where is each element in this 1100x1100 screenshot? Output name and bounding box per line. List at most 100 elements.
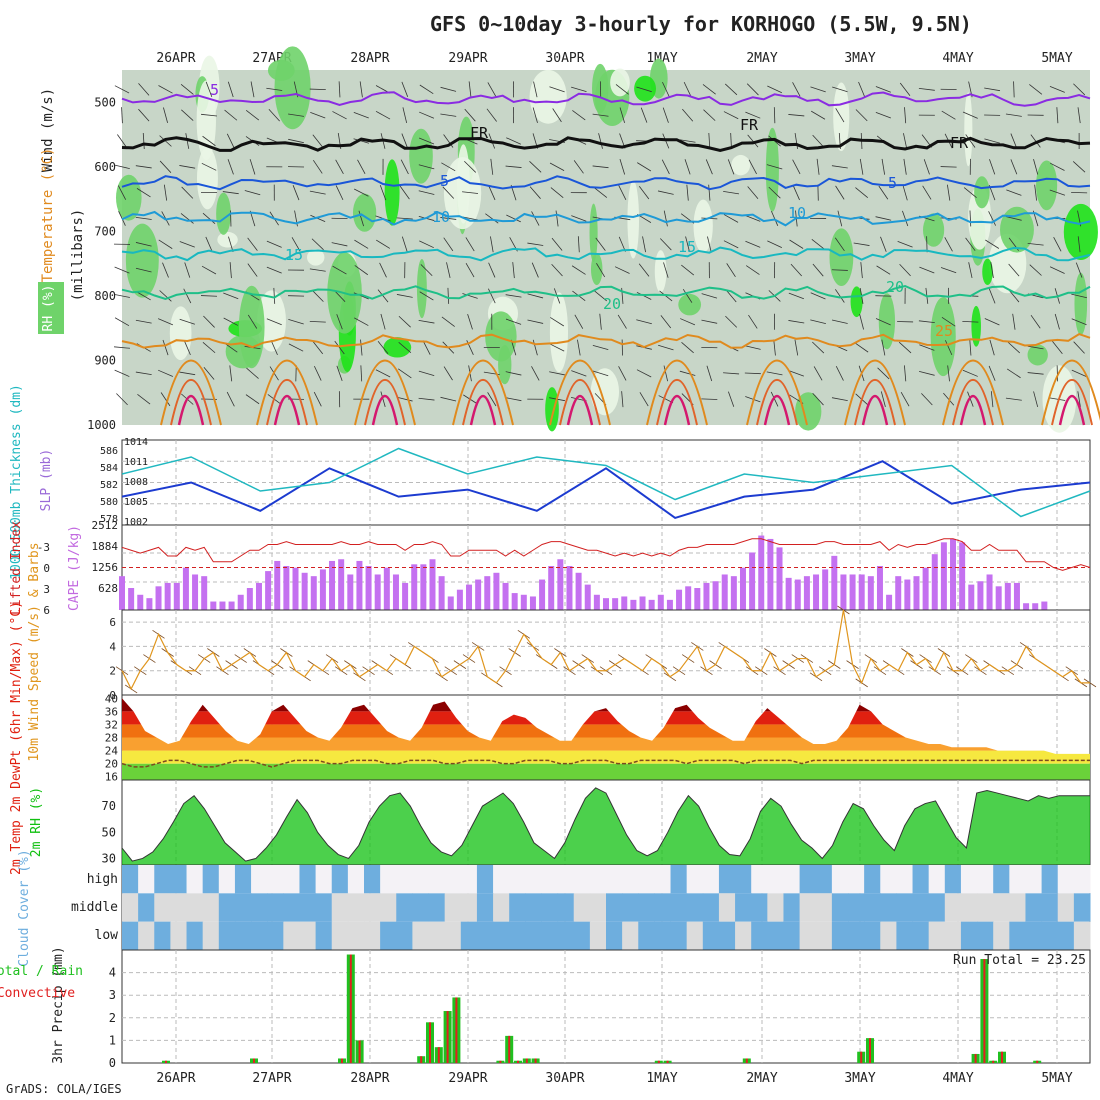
cape-bar [164, 582, 171, 610]
cape-bar [858, 574, 865, 610]
cape-bar [584, 584, 591, 610]
wind-barb [334, 340, 345, 355]
wind-barb [418, 370, 435, 376]
wind-barb [400, 159, 409, 175]
wind-barb [1052, 341, 1063, 355]
cloud-cell [686, 921, 704, 950]
wind-barb [614, 266, 630, 274]
wind-barb [790, 263, 803, 277]
wind-barb [642, 236, 646, 253]
wind-barb [202, 212, 216, 225]
cloud-cell [831, 893, 849, 922]
wind-barb [135, 371, 152, 376]
cloud-cell [1009, 865, 1026, 894]
isotherm-35-loop [861, 394, 889, 426]
wind-barb [505, 371, 522, 376]
cloud-cell [380, 865, 397, 894]
precip-convective-bar [499, 1060, 502, 1063]
wind-barb [201, 113, 218, 117]
cloud-cell [654, 865, 672, 894]
wind-barb [399, 185, 410, 200]
wind-barb [309, 88, 326, 91]
cape-bar [201, 576, 208, 610]
rh-blob [529, 69, 567, 124]
date-label-bottom: 27APR [252, 1071, 291, 1086]
cloud-cell [702, 865, 720, 894]
wind-barb [918, 320, 935, 324]
cape-bar [666, 599, 673, 610]
cloud-cell [589, 893, 607, 922]
wind-barb [1071, 318, 1087, 326]
wind-barb [831, 269, 848, 271]
wind-barb [684, 159, 691, 175]
wind-barb [380, 391, 386, 407]
precip-tick-label: 0 [109, 1056, 116, 1070]
wind-barb [418, 137, 435, 145]
cloud-row-label: high [87, 872, 118, 887]
cloud-cell [444, 893, 462, 922]
wind-barb [595, 237, 606, 251]
wind-barb [531, 366, 540, 381]
temp-tick-label: 40 [105, 692, 118, 705]
cloud-cell [218, 865, 236, 894]
cloud-cell [396, 921, 413, 950]
li-tick-label: -3 [37, 541, 50, 554]
cape-bar [539, 579, 546, 610]
wind-barb [441, 316, 455, 327]
wind-barb [880, 391, 886, 408]
wind-barb [619, 159, 626, 175]
cloud-cell [606, 893, 623, 922]
wind-barb [1027, 243, 1044, 246]
rh-blob [731, 154, 751, 176]
cloud-cell [283, 893, 300, 922]
wind-barb [244, 190, 261, 196]
cape-bar [621, 596, 628, 610]
wind-barb [527, 293, 544, 299]
wind-barb [113, 346, 131, 349]
cloud-cell [1025, 893, 1043, 922]
cloud-row-label: low [95, 928, 119, 943]
cloud-cell [896, 865, 914, 894]
isotherm-35-loop [663, 394, 691, 426]
wind-barb [201, 162, 217, 171]
wind-barb [529, 186, 541, 199]
cloud-cell [1025, 865, 1043, 894]
wind-barb [222, 191, 239, 195]
cape-bar [794, 579, 801, 610]
date-label-bottom: 3MAY [844, 1071, 875, 1086]
wind-barb [419, 84, 434, 95]
cape-bar [548, 566, 555, 610]
wind-barb [532, 107, 538, 123]
wind-barb [812, 134, 824, 148]
wind-barb [226, 391, 235, 407]
wind-barb [702, 84, 716, 95]
wind-barb [967, 391, 974, 407]
wind-barb [919, 344, 935, 351]
wind-barb [900, 392, 910, 407]
cloud-cell [928, 921, 946, 950]
rh-blob [196, 147, 218, 210]
wind-tick-label: 6 [109, 616, 116, 629]
cape-bar [319, 569, 326, 610]
cloud-cell [880, 921, 897, 950]
wind-barb [245, 394, 260, 405]
cloud-cell [234, 893, 252, 922]
wind-barb [640, 107, 648, 123]
precip-convective-bar [992, 1060, 995, 1063]
rh-blob [634, 75, 657, 102]
cloud-cell [364, 893, 381, 922]
cloud-cell [606, 865, 623, 894]
cloud-cell [718, 893, 736, 922]
wind-barb [512, 262, 515, 279]
wind-barb [1029, 264, 1042, 276]
wind-barb [592, 370, 609, 377]
wind-barb [422, 340, 431, 355]
wind-barb [1072, 161, 1086, 173]
wind-barb [571, 265, 586, 275]
wind-barb [336, 314, 343, 330]
wind-barb [487, 82, 497, 97]
cloud-ylabel: Cloud Cover (%) [17, 849, 32, 966]
wind-barb [788, 320, 805, 324]
wind-tick-label: 2 [109, 665, 116, 678]
cloud-cell [638, 921, 655, 950]
